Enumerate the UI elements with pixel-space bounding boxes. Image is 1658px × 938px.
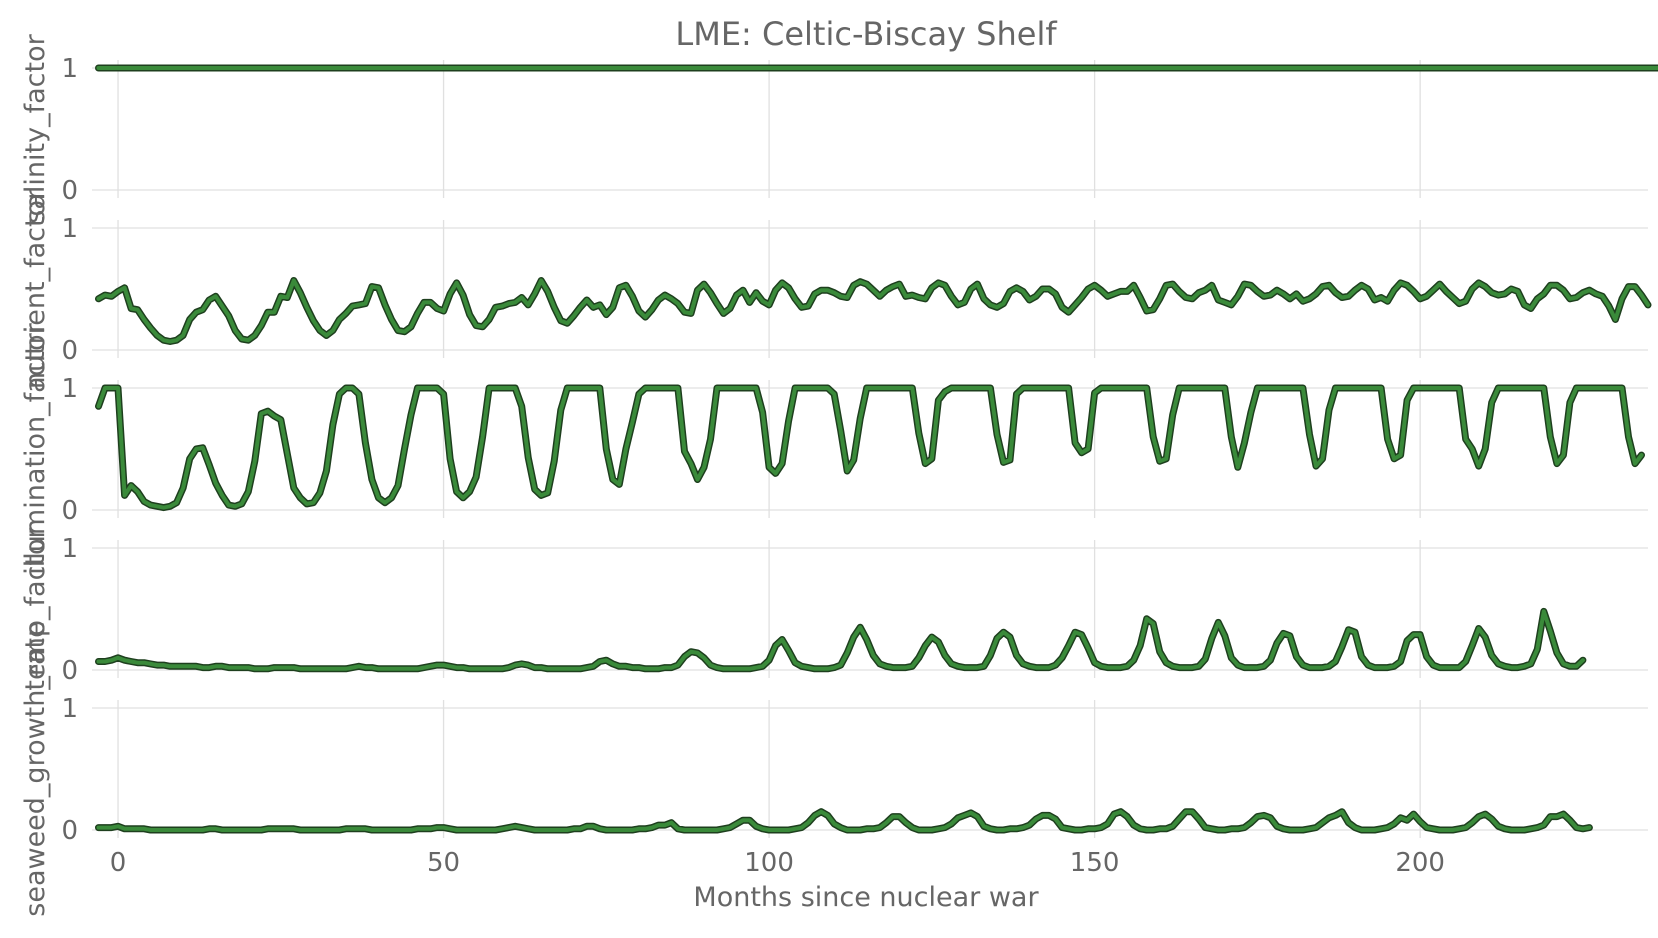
y-tick-label: 0 [61,816,78,846]
series-line-outline [95,607,1587,673]
panels: 0 1 salinity_factor 0 1 nutrient_factor 0 1 illu… [20,33,1658,917]
y-tick-label: 1 [61,214,78,244]
series-line [96,809,1592,832]
y-tick-label: 1 [61,374,78,404]
x-axis: 0 50 100 150 200 [110,848,1445,878]
y-tick-label: 1 [61,694,78,724]
y-axis-label: seaweed_growth_rate [20,621,51,916]
series-line [96,609,1585,671]
series-line [96,278,1650,344]
series-line [96,386,1644,510]
panel-nutrient_factor: 0 1 nutrient_factor [20,188,1652,389]
y-tick-label: 1 [61,534,78,564]
y-tick-label: 0 [61,176,78,206]
y-tick-label: 0 [61,656,78,686]
y-axis-label: nutrient_factor [20,188,51,389]
y-axis-label: temp_factor [20,526,51,690]
panel-salinity_factor: 0 1 salinity_factor [20,33,1658,224]
y-tick-label: 0 [61,496,78,526]
y-tick-label: 0 [61,336,78,366]
x-tick-label: 150 [1070,848,1120,878]
panel-illumination_factor: 0 1 illumination_factor [20,322,1648,575]
chart-title: LME: Celtic-Biscay Shelf [675,15,1057,53]
y-axis-label: salinity_factor [20,33,51,223]
y-tick-label: 1 [61,54,78,84]
x-tick-label: 50 [427,848,460,878]
panel-temp_factor: 0 1 temp_factor [20,526,1648,691]
y-axis-label: illumination_factor [20,322,51,574]
x-tick-label: 200 [1395,848,1445,878]
x-tick-label: 100 [744,848,794,878]
panel-seaweed_growth_rate: 0 1 seaweed_growth_rate [20,621,1648,917]
x-axis-label: Months since nuclear war [693,882,1039,913]
x-tick-label: 0 [110,848,127,878]
